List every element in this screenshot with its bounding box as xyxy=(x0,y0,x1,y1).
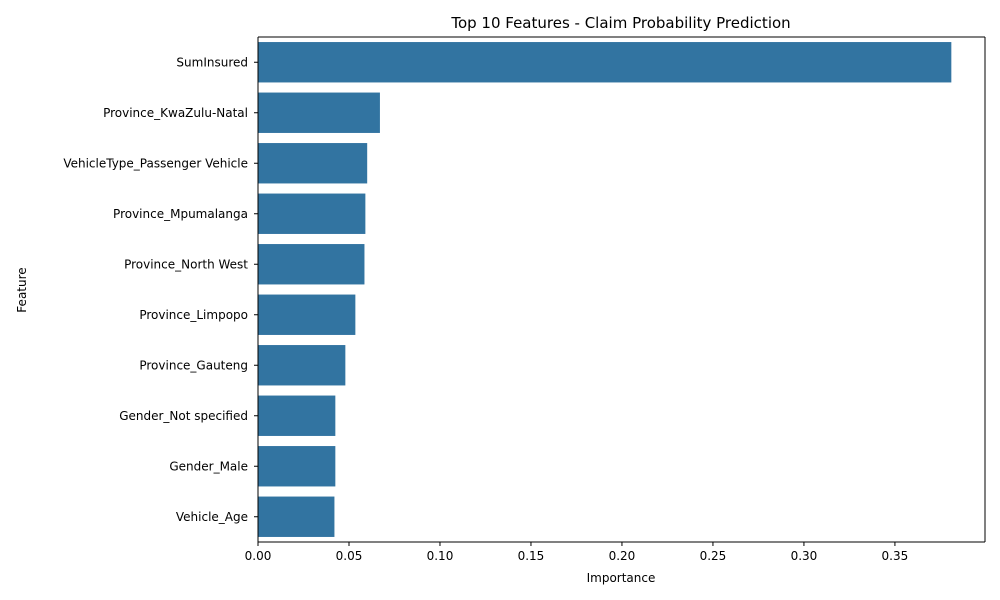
y-tick-label-4: Province_North West xyxy=(124,257,248,271)
y-tick-label-7: Gender_Not specified xyxy=(119,409,248,423)
y-tick-label-5: Province_Limpopo xyxy=(139,308,248,322)
x-ticks: 0.00 0.05 0.10 0.15 0.20 0.25 0.30 0.35 xyxy=(245,542,909,563)
x-tick-label-3: 0.15 xyxy=(518,549,545,563)
bar-4 xyxy=(258,244,365,285)
y-tick-label-8: Gender_Male xyxy=(169,459,248,473)
y-tick-label-1: Province_KwaZulu-Natal xyxy=(103,106,248,120)
bar-9 xyxy=(258,496,335,537)
bar-5 xyxy=(258,294,356,335)
x-axis-label: Importance xyxy=(587,571,656,585)
x-tick-label-5: 0.25 xyxy=(700,549,727,563)
y-tick-label-9: Vehicle_Age xyxy=(176,510,248,524)
bar-1 xyxy=(258,92,380,133)
x-tick-label-6: 0.30 xyxy=(791,549,818,563)
bar-8 xyxy=(258,446,336,487)
x-tick-label-2: 0.10 xyxy=(427,549,454,563)
y-tick-label-0: SumInsured xyxy=(176,55,248,69)
y-tick-label-3: Province_Mpumalanga xyxy=(113,207,248,221)
bar-3 xyxy=(258,193,366,234)
bar-2 xyxy=(258,143,368,184)
bar-0 xyxy=(258,42,952,83)
bars-group xyxy=(258,42,952,537)
y-axis-label: Feature xyxy=(15,267,29,312)
chart-title: Top 10 Features - Claim Probability Pred… xyxy=(450,14,790,32)
bar-6 xyxy=(258,345,346,386)
x-tick-label-7: 0.35 xyxy=(882,549,909,563)
bar-7 xyxy=(258,395,336,436)
y-tick-labels: SumInsured Province_KwaZulu-Natal VehicleT… xyxy=(63,55,258,524)
y-tick-label-6: Province_Gauteng xyxy=(139,358,248,372)
x-tick-label-1: 0.05 xyxy=(336,549,363,563)
x-tick-label-0: 0.00 xyxy=(245,549,272,563)
y-tick-label-2: VehicleType_Passenger Vehicle xyxy=(63,156,248,170)
x-tick-label-4: 0.20 xyxy=(609,549,636,563)
